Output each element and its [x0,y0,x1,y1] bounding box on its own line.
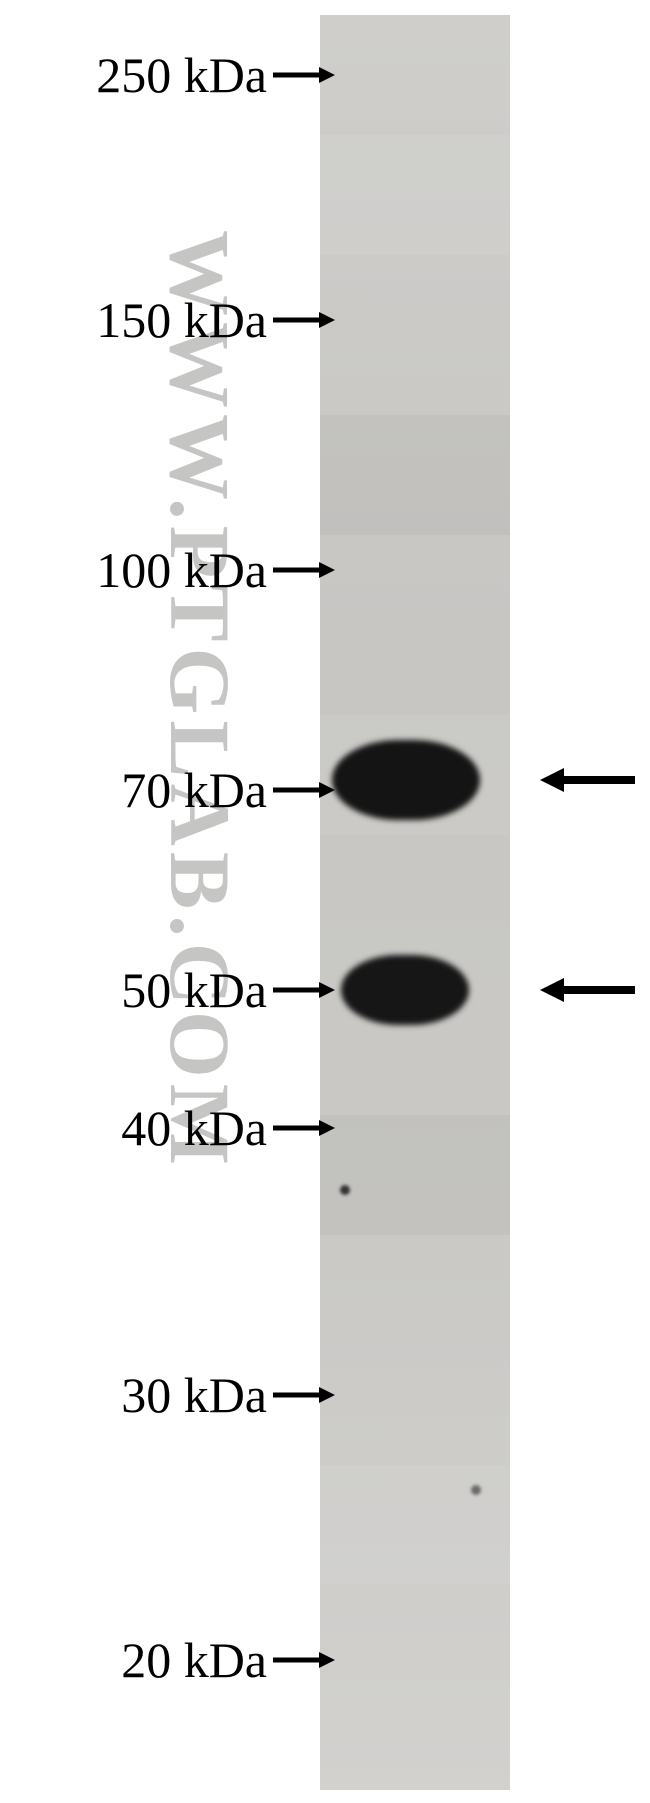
watermark-text: WWW.PTGLAB.COM [150,230,250,1171]
mw-marker-label: 100 kDa [96,541,335,599]
arrow-right-icon [273,310,335,330]
protein-band [332,740,480,820]
mw-marker-label: 50 kDa [121,961,335,1019]
mw-marker-text: 40 kDa [121,1099,267,1157]
arrow-right-icon [273,65,335,85]
mw-marker-text: 150 kDa [96,291,267,349]
artifact-spot [340,1185,350,1195]
arrow-right-icon [273,560,335,580]
blot-lane [320,15,510,1790]
mw-marker-text: 250 kDa [96,46,267,104]
arrow-right-icon [273,780,335,800]
arrow-right-icon [273,1118,335,1138]
arrow-left-icon [540,766,635,794]
mw-marker-label: 30 kDa [121,1366,335,1424]
mw-marker-label: 20 kDa [121,1631,335,1689]
mw-marker-label: 70 kDa [121,761,335,819]
mw-marker-label: 250 kDa [96,46,335,104]
mw-marker-label: 150 kDa [96,291,335,349]
arrow-right-icon [273,1650,335,1670]
western-blot-figure: WWW.PTGLAB.COM 250 kDa 150 kDa 100 kDa 7… [0,0,650,1803]
arrow-right-icon [273,980,335,1000]
arrow-left-icon [540,976,635,1004]
mw-marker-text: 30 kDa [121,1366,267,1424]
mw-marker-text: 100 kDa [96,541,267,599]
mw-marker-label: 40 kDa [121,1099,335,1157]
mw-marker-text: 70 kDa [121,761,267,819]
artifact-spot [471,1485,481,1495]
arrow-right-icon [273,1385,335,1405]
mw-marker-text: 50 kDa [121,961,267,1019]
protein-band [341,955,469,1025]
mw-marker-text: 20 kDa [121,1631,267,1689]
